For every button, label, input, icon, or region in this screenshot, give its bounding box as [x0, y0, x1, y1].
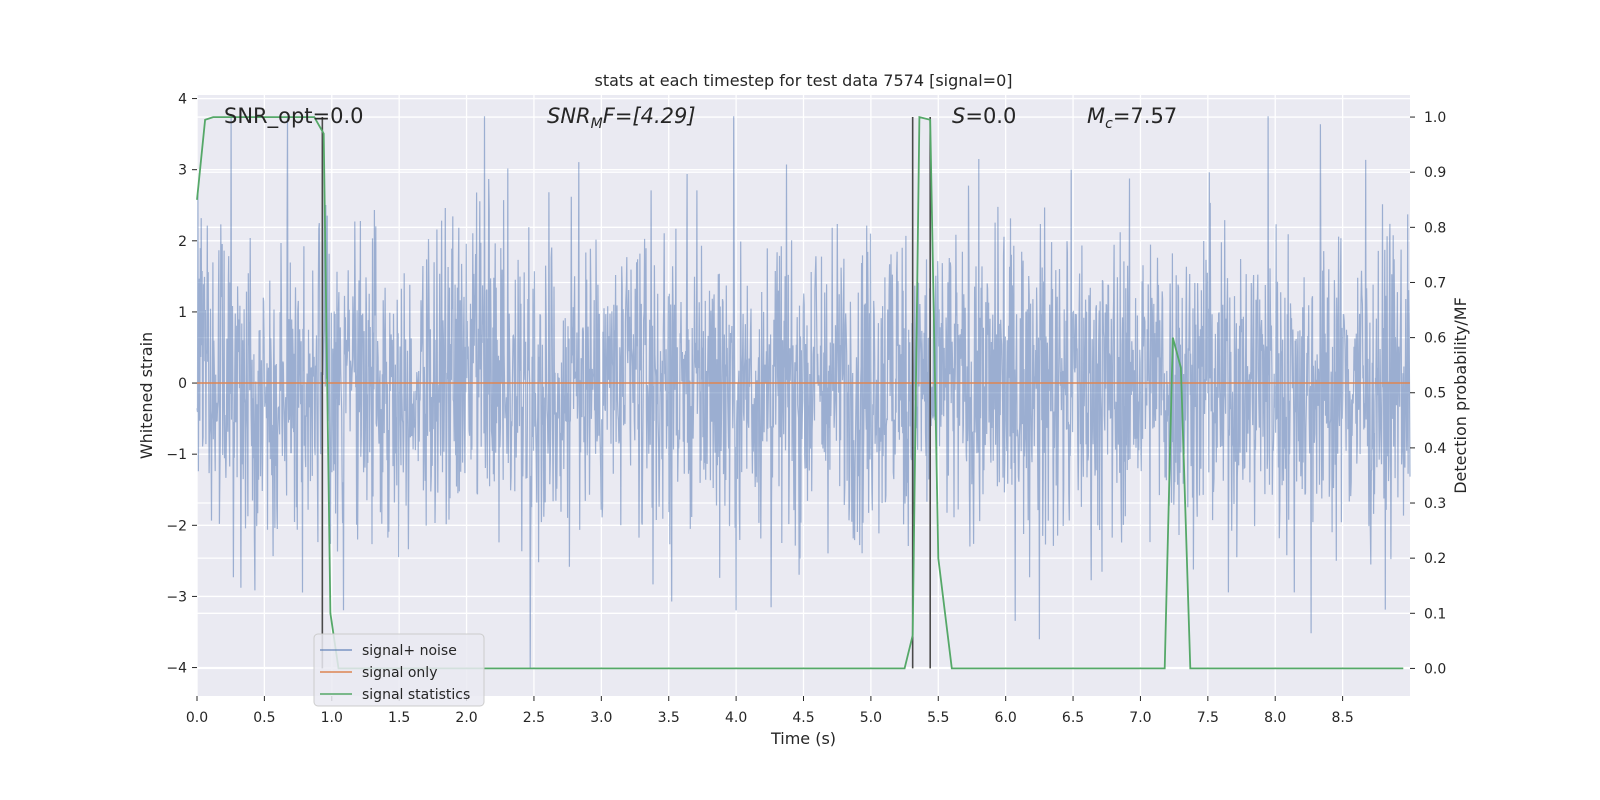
y-axis-label-right: Detection probability/MF: [1451, 297, 1470, 494]
x-tick-label: 2.0: [455, 710, 477, 726]
x-tick-label: 2.5: [523, 710, 545, 726]
x-tick-label: 1.0: [321, 710, 343, 726]
y-right-tick-label: 0.8: [1424, 220, 1446, 236]
annotation-s: S=0.0: [952, 104, 1016, 128]
annotation-snr-mf-sub: M: [591, 116, 603, 132]
x-tick-label: 1.5: [388, 710, 410, 726]
signal-statistics-line: [196, 115, 1404, 670]
x-tick-label: 8.5: [1331, 710, 1353, 726]
x-tick-label: 4.0: [725, 710, 747, 726]
y-right-tick-label: 0.6: [1424, 331, 1446, 347]
x-tick-label: 4.5: [792, 710, 814, 726]
x-tick-label: 5.5: [927, 710, 949, 726]
annotation-s-value: =0.0: [965, 104, 1016, 128]
x-tick-label: 8.0: [1264, 710, 1286, 726]
y-left-tick-label: −2: [166, 518, 187, 534]
y-left-tick-label: −4: [166, 661, 187, 677]
y-right-tick-label: 0.4: [1424, 441, 1446, 457]
chart-title: stats at each timestep for test data 757…: [594, 71, 1012, 90]
annotation-mc: Mc=7.57: [1087, 104, 1177, 132]
annotation-snr-mf-base: SNR: [547, 104, 591, 128]
series-signal-statistics: [196, 115, 1404, 670]
y-left-tick-label: −1: [166, 447, 187, 463]
annotation-snr-opt: SNR_opt=0.0: [224, 104, 364, 129]
legend-label-signal-statistics: signal statistics: [362, 687, 470, 703]
annotation-s-symbol: S: [952, 104, 965, 128]
y-right-tick-label: 0.5: [1424, 386, 1446, 402]
annotation-mc-symbol: M: [1087, 104, 1105, 128]
y-left-tick-label: 2: [178, 234, 187, 250]
y-right-tick-label: 0.9: [1424, 165, 1446, 181]
x-axis-label: Time (s): [770, 729, 836, 748]
legend: signal+ noise signal only signal statist…: [313, 633, 485, 707]
y-right-tick-label: 0.2: [1424, 551, 1446, 567]
y-right-tick-label: 0.7: [1424, 275, 1446, 291]
y-left-tick-label: −3: [166, 589, 187, 605]
x-tick-label: 7.0: [1129, 710, 1151, 726]
y-right-tick-label: 0.3: [1424, 496, 1446, 512]
annotation-snr-mf-rest-f: F=[4.29]: [603, 104, 696, 128]
y-left-tick-label: 0: [178, 376, 187, 392]
x-tick-label: 7.5: [1197, 710, 1219, 726]
x-tick-label: 3.0: [590, 710, 612, 726]
y-axis-label-left: Whitened strain: [137, 332, 156, 459]
signal-plus-noise-line: [196, 116, 1411, 668]
annotation-mc-sub: c: [1105, 116, 1113, 132]
y-left-tick-label: 1: [178, 305, 187, 321]
x-tick-label: 3.5: [658, 710, 680, 726]
legend-box: [313, 633, 485, 707]
axis-ticks: 0.0 0.5 1.0 1.5 2.0 2.5 3.0 3.5 4.0 4.5 5.0 5.5 6.0 6…: [166, 92, 1446, 726]
annotation-snr-mf: SNRMF=[4.29]: [547, 104, 696, 132]
legend-label-signal-only: signal only: [362, 665, 437, 681]
y-right-tick-label: 0.1: [1424, 606, 1446, 622]
y-right-tick-label: 0.0: [1424, 661, 1446, 677]
y-left-tick-label: 4: [178, 92, 187, 108]
series-signal-plus-noise: [196, 116, 1411, 668]
y-left-tick-label: 3: [178, 163, 187, 179]
x-tick-label: 5.0: [860, 710, 882, 726]
legend-label-signal-plus-noise: signal+ noise: [362, 643, 457, 659]
y-right-tick-label: 1.0: [1424, 110, 1446, 126]
x-tick-label: 0.0: [186, 710, 208, 726]
x-tick-label: 6.0: [995, 710, 1017, 726]
x-tick-label: 6.5: [1062, 710, 1084, 726]
x-tick-label: 0.5: [253, 710, 275, 726]
annotation-mc-value: =7.57: [1113, 104, 1177, 128]
